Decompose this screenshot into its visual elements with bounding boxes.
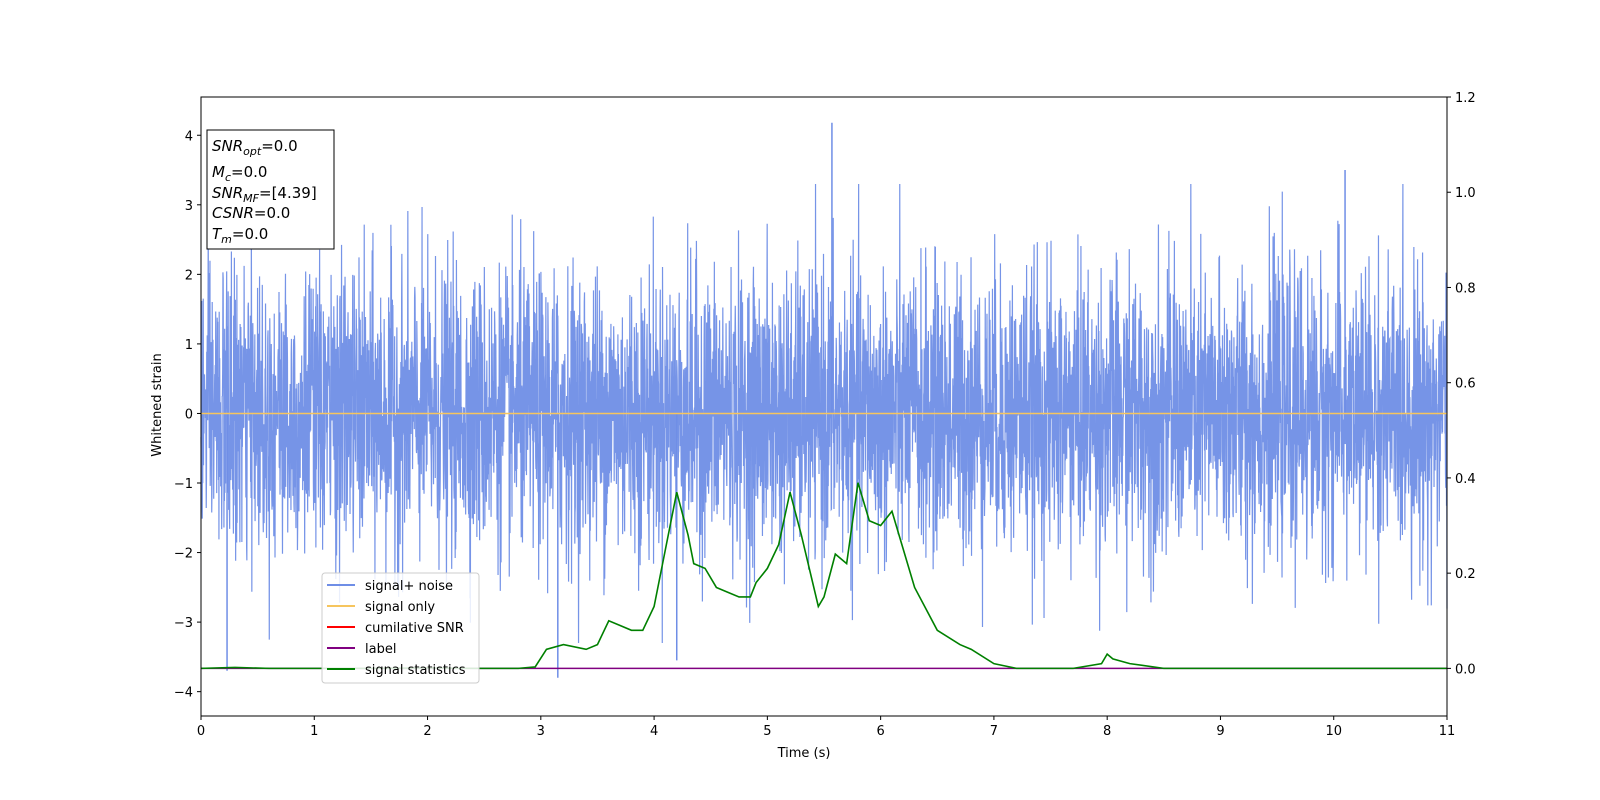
y-left-tick-label: −3: [174, 616, 193, 631]
legend: signal+ noise signal only cumilative SNR…: [321, 572, 480, 684]
y-left-tick-label: 4: [185, 129, 193, 144]
x-tick-label: 1: [310, 724, 318, 739]
series-signal-noise: [200, 183, 1448, 643]
y-right-tick-label: 0.2: [1455, 567, 1476, 582]
axes-border: [200, 96, 1448, 717]
info-box-frame: [206, 129, 335, 250]
x-tick-label: 9: [1216, 724, 1224, 739]
y-axis-right: 0.0 0.2 0.4 0.6 0.8 1.0 1.2: [1447, 91, 1476, 677]
x-tick-label: 6: [876, 724, 884, 739]
y-left-tick-label: 2: [185, 268, 193, 283]
legend-label-signal-statistics: signal statistics: [365, 663, 466, 678]
legend-label-cumulative-snr: cumilative SNR: [365, 621, 464, 636]
info-box: SNRopt=0.0 Mc=0.0 SNRMF=[4.39] CSNR=0.0 …: [206, 129, 335, 250]
x-tick-label: 10: [1325, 724, 1342, 739]
y-right-tick-label: 0.8: [1455, 281, 1476, 296]
y-left-tick-label: 1: [185, 338, 193, 353]
x-tick-label: 2: [423, 724, 431, 739]
y-left-tick-label: −1: [174, 477, 193, 492]
y-left-tick-label: 3: [185, 199, 193, 214]
info-snr-opt: SNRopt=0.0: [212, 137, 298, 158]
x-tick-label: 7: [990, 724, 998, 739]
x-tick-label: 8: [1103, 724, 1111, 739]
y-left-tick-label: 0: [185, 407, 193, 422]
legend-frame: [321, 572, 480, 684]
legend-label-signal-noise: signal+ noise: [365, 579, 453, 594]
y-right-tick-label: 1.2: [1455, 91, 1476, 106]
y-left-tick-label: −4: [174, 686, 193, 701]
y-right-tick-label: 0.6: [1455, 377, 1476, 392]
x-tick-label: 0: [197, 724, 205, 739]
y-right-tick-label: 0.0: [1455, 662, 1476, 677]
x-axis: 0 1 2 3 4 5 6 7 8 9 10 11: [197, 716, 1455, 739]
y-axis-label: Whitened strain: [150, 353, 165, 456]
x-axis-label: Time (s): [777, 746, 831, 761]
info-csnr: CSNR=0.0: [212, 204, 290, 222]
x-tick-label: 4: [650, 724, 658, 739]
y-axis-left: −4 −3 −2 −1 0 1 2 3 4: [174, 129, 201, 701]
info-mc: Mc=0.0: [212, 163, 267, 184]
info-tm: Tm=0.0: [212, 225, 268, 246]
legend-label-signal-only: signal only: [365, 600, 435, 615]
legend-label-label: label: [365, 642, 396, 657]
x-tick-label: 11: [1439, 724, 1456, 739]
series-signal-statistics: [200, 482, 1447, 670]
x-tick-label: 3: [537, 724, 545, 739]
axes-frame: [200, 96, 1448, 717]
info-snr-mf: SNRMF=[4.39]: [212, 184, 317, 205]
y-left-tick-label: −2: [174, 547, 193, 562]
y-right-tick-label: 0.4: [1455, 472, 1476, 487]
x-tick-label: 5: [763, 724, 771, 739]
y-right-tick-label: 1.0: [1455, 186, 1476, 201]
